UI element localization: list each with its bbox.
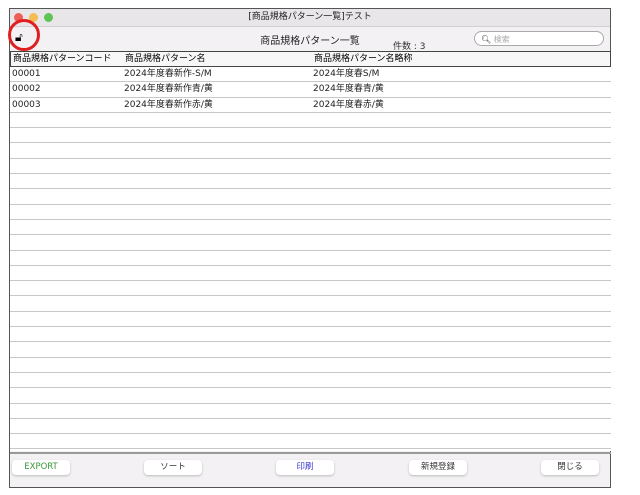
- table-row[interactable]: [10, 128, 611, 144]
- table-row[interactable]: [10, 327, 611, 343]
- table-cell: 00002: [12, 84, 41, 95]
- table-row[interactable]: [10, 189, 611, 205]
- zoom-window-button[interactable]: [44, 13, 53, 22]
- table-row[interactable]: [10, 296, 611, 312]
- new-button[interactable]: 新規登録: [409, 460, 467, 475]
- print-button[interactable]: 印刷: [276, 460, 334, 475]
- table-header: 商品規格パターンコード 商品規格パターン名 商品規格パターン名略称: [10, 51, 611, 67]
- table-row[interactable]: [10, 404, 611, 419]
- table-row[interactable]: [10, 220, 611, 236]
- minimize-window-button[interactable]: [29, 13, 38, 22]
- title-bar: [商品規格パターン一覧]テスト: [10, 9, 610, 27]
- table-cell: 00003: [12, 99, 41, 110]
- table-cell: 2024年度春青/黄: [313, 84, 384, 95]
- table-row[interactable]: [10, 174, 611, 190]
- table-row[interactable]: [10, 358, 611, 373]
- record-count: 件数 : 3: [393, 42, 426, 52]
- export-button[interactable]: EXPORT: [12, 460, 70, 475]
- header-code[interactable]: 商品規格パターンコード: [13, 54, 112, 64]
- table-row[interactable]: [10, 373, 611, 389]
- close-button[interactable]: 閉じる: [541, 460, 599, 475]
- window-title: [商品規格パターン一覧]テスト: [248, 12, 372, 22]
- search-placeholder: 検索: [493, 35, 510, 44]
- app-window: [商品規格パターン一覧]テスト 🔓︎ 商品規格パターン一覧 件数 : 3 🔍︎ …: [8, 8, 611, 490]
- table-row[interactable]: [10, 113, 611, 129]
- footer: EXPORT ソート 印刷 新規登録 閉じる: [10, 452, 611, 490]
- table-cell: 2024年度春新作-S/M: [124, 69, 212, 79]
- table-row[interactable]: [10, 342, 611, 358]
- table-row[interactable]: [10, 205, 611, 220]
- header-short-name[interactable]: 商品規格パターン名略称: [314, 54, 413, 64]
- close-window-button[interactable]: [14, 13, 23, 22]
- table-cell: 2024年度春新作青/黄: [124, 84, 213, 95]
- table-row[interactable]: [10, 434, 611, 450]
- table-cell: 2024年度春S/M: [313, 69, 380, 79]
- table-cell: 2024年度春新作赤/黄: [124, 99, 213, 110]
- table-cell: 2024年度春赤/黄: [313, 99, 384, 110]
- table-row[interactable]: [10, 312, 611, 328]
- table-row[interactable]: [10, 143, 611, 159]
- table-row[interactable]: [10, 159, 611, 175]
- search-icon: 🔍︎: [481, 35, 494, 44]
- search-input[interactable]: 🔍︎ 検索: [474, 31, 604, 46]
- table-cell: 00001: [12, 69, 41, 79]
- table-row[interactable]: 00003 2024年度春新作赤/黄 2024年度春赤/黄: [10, 98, 611, 113]
- table-row[interactable]: [10, 251, 611, 266]
- pattern-table: 商品規格パターンコード 商品規格パターン名 商品規格パターン名略称 00001 2…: [10, 51, 611, 451]
- table-row[interactable]: [10, 235, 611, 251]
- sort-button[interactable]: ソート: [144, 460, 202, 475]
- toolbar: 🔓︎ 商品規格パターン一覧 件数 : 3 🔍︎ 検索: [8, 19, 610, 52]
- page-title: 商品規格パターン一覧: [260, 36, 360, 47]
- table-row[interactable]: 00001 2024年度春新作-S/M 2024年度春S/M: [10, 67, 611, 83]
- table-row[interactable]: [10, 388, 611, 404]
- header-name[interactable]: 商品規格パターン名: [125, 54, 206, 64]
- annotation-circle: [8, 19, 40, 51]
- table-row[interactable]: [10, 266, 611, 282]
- table-row[interactable]: 00002 2024年度春新作青/黄 2024年度春青/黄: [10, 82, 611, 98]
- table-row[interactable]: [10, 281, 611, 297]
- table-row[interactable]: [10, 419, 611, 435]
